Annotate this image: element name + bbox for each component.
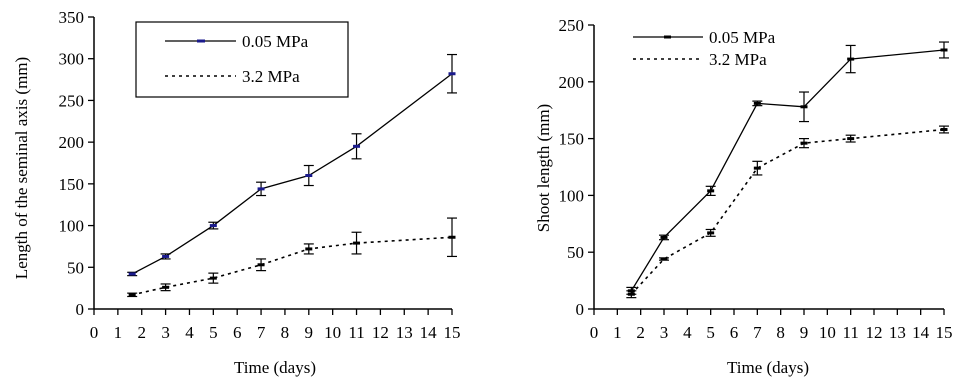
data-point	[847, 57, 855, 61]
legend: 0.05 MPa 3.2 MPa	[633, 28, 776, 69]
legend-label-series-2: 3.2 MPa	[242, 67, 300, 86]
y-axis-label: Length of the seminal axis (mm)	[12, 57, 31, 279]
y-tick-label: 0	[76, 300, 85, 319]
x-tick-label: 11	[842, 323, 858, 342]
data-point	[128, 293, 136, 297]
x-tick-label: 9	[800, 323, 809, 342]
series-line-2	[630, 128, 945, 295]
x-tick-label: 15	[444, 323, 461, 342]
x-tick-label: 12	[866, 323, 883, 342]
y-tick-label: 200	[59, 133, 85, 152]
x-axis-label: Time (days)	[234, 358, 316, 377]
y-tick-label: 0	[576, 300, 585, 319]
data-point	[800, 141, 808, 145]
legend: 0.05 MPa 3.2 MPa	[135, 21, 349, 98]
series-line-1	[630, 49, 945, 292]
data-point	[162, 285, 170, 289]
x-axis-label: Time (days)	[727, 358, 809, 377]
plot-area	[127, 53, 457, 298]
y-tick-label: 250	[559, 16, 585, 35]
legend-marker-series-1	[197, 39, 205, 43]
legend-marker-series-1	[664, 35, 671, 39]
data-point	[305, 174, 313, 178]
data-point	[707, 231, 715, 235]
data-point	[660, 257, 668, 261]
data-point	[305, 247, 313, 251]
x-tick-label: 2	[137, 323, 146, 342]
x-tick-label: 6	[730, 323, 739, 342]
series-line-1	[131, 73, 453, 275]
data-point	[257, 263, 265, 267]
x-tick-label: 1	[114, 323, 123, 342]
x-tick-label: 9	[305, 323, 314, 342]
y-tick-label: 50	[67, 258, 84, 277]
data-point	[162, 254, 170, 258]
legend-label-series-1: 0.05 MPa	[242, 32, 309, 51]
data-point	[753, 101, 761, 105]
x-tick-label: 8	[281, 323, 290, 342]
data-point	[847, 137, 855, 141]
x-tick-label: 11	[348, 323, 364, 342]
x-tick-label: 13	[889, 323, 906, 342]
x-tick-label: 3	[660, 323, 669, 342]
data-point	[800, 105, 808, 109]
y-tick-label: 100	[559, 186, 585, 205]
y-tick-label: 250	[59, 91, 85, 110]
legend-frame	[135, 21, 349, 98]
data-point	[627, 292, 635, 296]
x-tick-label: 10	[819, 323, 836, 342]
x-tick-label: 5	[209, 323, 218, 342]
data-point	[940, 48, 948, 52]
data-point	[448, 72, 456, 76]
x-tick-label: 14	[912, 323, 930, 342]
y-axis-label: Shoot length (mm)	[534, 104, 553, 232]
data-point	[448, 235, 456, 239]
x-tick-label: 13	[396, 323, 413, 342]
x-tick-label: 14	[420, 323, 438, 342]
x-tick-label: 2	[636, 323, 645, 342]
x-tick-label: 4	[185, 323, 194, 342]
axes	[588, 24, 945, 315]
x-tick-label: 0	[90, 323, 99, 342]
y-tick-label: 50	[567, 243, 584, 262]
x-tick-label: 7	[257, 323, 266, 342]
data-point	[753, 166, 761, 170]
plot-area	[626, 41, 949, 299]
x-tick-label: 8	[776, 323, 785, 342]
y-tick-label: 200	[559, 73, 585, 92]
x-tick-label: 1	[613, 323, 622, 342]
series-line-2	[132, 236, 453, 296]
data-point	[257, 187, 265, 191]
x-tick-label: 4	[683, 323, 692, 342]
data-point	[660, 235, 668, 239]
x-tick-label: 0	[590, 323, 599, 342]
data-point	[353, 241, 361, 245]
axes	[88, 16, 453, 315]
data-point	[128, 272, 136, 276]
data-point	[209, 276, 217, 280]
data-point	[940, 128, 948, 132]
data-point	[209, 224, 217, 228]
x-tick-label: 12	[372, 323, 389, 342]
y-tick-label: 300	[59, 50, 85, 69]
data-point	[707, 189, 715, 193]
x-tick-label: 10	[324, 323, 341, 342]
legend-label-series-2: 3.2 MPa	[709, 50, 767, 69]
x-tick-label: 5	[706, 323, 715, 342]
x-tick-label: 15	[936, 323, 953, 342]
y-tick-label: 100	[59, 217, 85, 236]
y-tick-label: 150	[559, 130, 585, 149]
x-tick-label: 6	[233, 323, 242, 342]
y-tick-label: 350	[59, 8, 85, 27]
y-tick-label: 150	[59, 175, 85, 194]
x-tick-label: 7	[753, 323, 762, 342]
data-point	[353, 144, 361, 148]
legend-label-series-1: 0.05 MPa	[709, 28, 776, 47]
x-tick-label: 3	[161, 323, 170, 342]
